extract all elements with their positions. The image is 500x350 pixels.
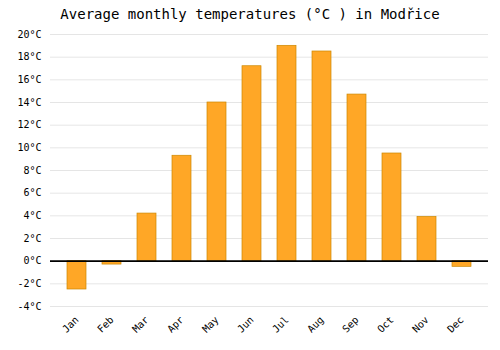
svg-text:Jul: Jul: [270, 314, 291, 335]
svg-text:10°C: 10°C: [17, 142, 41, 153]
svg-text:20°C: 20°C: [17, 29, 41, 40]
svg-text:-4°C: -4°C: [17, 301, 41, 312]
svg-text:0°C: 0°C: [23, 255, 41, 266]
svg-text:14°C: 14°C: [17, 97, 41, 108]
svg-text:Apr: Apr: [165, 314, 186, 335]
svg-text:Oct: Oct: [375, 314, 396, 335]
svg-text:-2°C: -2°C: [17, 278, 41, 289]
svg-text:2°C: 2°C: [23, 233, 41, 244]
svg-text:4°C: 4°C: [23, 210, 41, 221]
svg-text:Feb: Feb: [95, 314, 116, 335]
svg-text:Jan: Jan: [60, 314, 81, 335]
svg-text:Nov: Nov: [410, 314, 431, 335]
svg-text:Dec: Dec: [445, 314, 466, 335]
svg-text:6°C: 6°C: [23, 187, 41, 198]
html-text:Average monthly temperatures (: Average monthly temperatures (°C ) in Mo…: [60, 6, 440, 22]
svg-text:Mar: Mar: [130, 314, 151, 335]
svg-text:18°C: 18°C: [17, 51, 41, 62]
svg-text:Jun: Jun: [235, 314, 256, 335]
svg-text:16°C: 16°C: [17, 74, 41, 85]
svg-text:12°C: 12°C: [17, 119, 41, 130]
svg-text:May: May: [200, 314, 221, 335]
svg-text:8°C: 8°C: [23, 165, 41, 176]
svg-text:Sep: Sep: [340, 314, 361, 335]
svg-text:Aug: Aug: [305, 314, 326, 335]
